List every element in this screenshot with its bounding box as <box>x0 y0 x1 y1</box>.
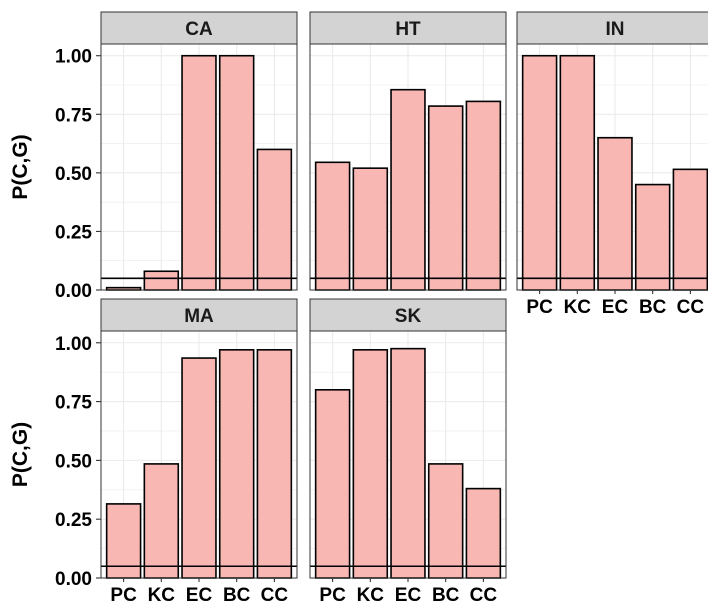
facet-strip <box>309 298 507 332</box>
y-tick-label: 1.00 <box>55 47 92 68</box>
y-axis-title: P(C,G) <box>9 422 32 487</box>
y-tick-label: 0.00 <box>55 569 92 590</box>
x-tick-label: CC <box>677 297 705 318</box>
bar-cc <box>465 487 502 579</box>
facet-strip <box>309 11 507 45</box>
bar-bc <box>218 349 255 579</box>
bar-cc <box>672 168 708 291</box>
x-tick-label: KC <box>564 297 592 318</box>
facet-strip <box>100 11 298 45</box>
x-tick-label: CC <box>470 585 498 606</box>
y-tick-label: 0.25 <box>55 510 92 531</box>
x-tick-label: KC <box>148 585 176 606</box>
bar-ec <box>390 88 426 291</box>
facet-label: IN <box>606 19 625 40</box>
y-tick-label: 1.00 <box>55 334 92 355</box>
panel-sk: SK PC KC EC BC CC <box>309 298 507 606</box>
x-tick-label: PC <box>319 585 346 606</box>
bar-pc <box>314 161 351 291</box>
panel-ma: MA 0.00 0.25 0.50 0.75 1.00 P(C,G) PC KC EC BC CC <box>9 298 298 606</box>
bar-bc <box>218 54 255 291</box>
x-tick-label: PC <box>526 297 553 318</box>
x-tick-label: BC <box>223 585 251 606</box>
bar-kc <box>143 463 180 579</box>
bar-kc <box>352 167 389 291</box>
bar-ec <box>597 136 633 291</box>
x-tick-label: EC <box>395 585 422 606</box>
y-tick-label: 0.75 <box>55 393 92 414</box>
bar-pc <box>521 54 558 291</box>
facet-label: SK <box>395 306 422 327</box>
bar-ec <box>181 357 217 579</box>
panel-border <box>309 43 507 291</box>
facet-label: MA <box>184 306 214 327</box>
facet-label: CA <box>185 19 213 40</box>
panel-ca: CA 0.00 0.25 0.50 0.75 1.00 P(C,G) <box>9 11 298 302</box>
facet-label: HT <box>395 19 421 40</box>
x-tick-label: EC <box>186 585 213 606</box>
x-tick-label: PC <box>110 585 137 606</box>
bar-bc <box>427 463 464 579</box>
x-tick-label: EC <box>602 297 629 318</box>
x-tick-label: CC <box>261 585 289 606</box>
x-tick-label: BC <box>639 297 667 318</box>
y-tick-label: 0.50 <box>55 164 92 185</box>
y-axis-title: P(C,G) <box>9 134 32 199</box>
y-tick-label: 0.75 <box>55 105 92 126</box>
facet-strip <box>100 298 298 332</box>
panel-ht: HT <box>309 11 507 291</box>
bar-cc <box>256 349 293 579</box>
bar-kc <box>143 270 180 291</box>
bar-cc <box>256 148 293 291</box>
x-tick-label: KC <box>357 585 385 606</box>
bar-ec <box>390 347 426 579</box>
bar-kc <box>352 349 389 579</box>
facet-strip <box>516 11 708 45</box>
y-tick-label: 0.50 <box>55 451 92 472</box>
bar-cc <box>465 100 502 291</box>
bar-bc <box>427 105 464 291</box>
bar-kc <box>559 54 596 291</box>
bar-bc <box>634 183 671 291</box>
x-tick-label: BC <box>432 585 460 606</box>
panel-border <box>100 43 298 291</box>
bar-ec <box>181 54 217 291</box>
y-tick-label: 0.00 <box>55 281 92 302</box>
panel-in: IN PC KC EC BC CC <box>516 11 708 318</box>
y-tick-label: 0.25 <box>55 222 92 243</box>
bar-pc <box>314 389 351 579</box>
